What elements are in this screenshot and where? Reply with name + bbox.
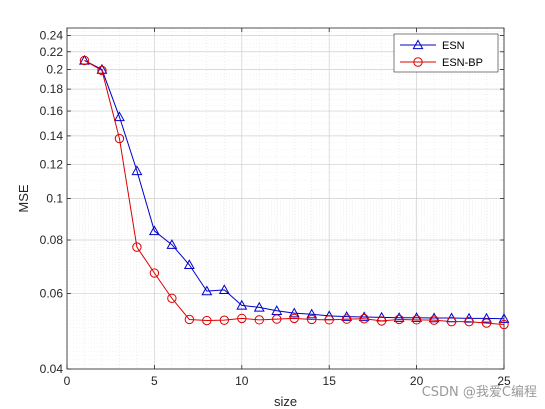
data-point bbox=[149, 268, 160, 278]
data-point bbox=[411, 315, 422, 325]
y-tick-label: 0.14 bbox=[40, 129, 64, 143]
y-axis-label: MSE bbox=[16, 184, 31, 213]
y-tick-label: 0.18 bbox=[40, 82, 64, 96]
data-point bbox=[79, 54, 90, 65]
y-tick-label: 0.2 bbox=[46, 63, 63, 77]
legend-label: ESN-BP bbox=[442, 57, 483, 69]
legend-label: ESN bbox=[442, 40, 465, 52]
data-point bbox=[464, 316, 474, 327]
x-axis-ticks: 0 5 10 15 20 25 bbox=[64, 28, 511, 388]
data-point bbox=[148, 225, 160, 236]
data-point bbox=[114, 133, 125, 144]
x-tick-label: 5 bbox=[151, 374, 158, 388]
data-point bbox=[481, 312, 492, 323]
data-point bbox=[446, 316, 457, 327]
series-group bbox=[79, 54, 510, 330]
data-point bbox=[358, 311, 370, 322]
data-point bbox=[97, 65, 107, 76]
data-point bbox=[341, 314, 352, 324]
series-line bbox=[84, 59, 505, 320]
data-point bbox=[253, 301, 265, 312]
data-point bbox=[237, 313, 247, 324]
x-tick-label: 10 bbox=[235, 374, 249, 388]
data-point bbox=[218, 284, 230, 295]
y-tick-label: 0.04 bbox=[40, 362, 64, 376]
data-point bbox=[219, 315, 230, 325]
data-point bbox=[113, 111, 125, 122]
data-point bbox=[166, 239, 178, 249]
x-tick-label: 0 bbox=[64, 374, 71, 388]
data-point bbox=[236, 299, 248, 310]
data-point bbox=[201, 285, 213, 296]
x-tick-label: 20 bbox=[410, 374, 424, 388]
series-line bbox=[84, 60, 505, 326]
data-point bbox=[429, 315, 439, 325]
legend: ESN ESN-BP bbox=[393, 33, 499, 73]
data-point bbox=[324, 315, 334, 325]
data-point bbox=[393, 312, 405, 322]
y-tick-label: 0.22 bbox=[40, 45, 64, 59]
data-point bbox=[288, 307, 300, 318]
data-point bbox=[183, 259, 195, 270]
legend-marker bbox=[412, 39, 424, 50]
y-tick-label: 0.12 bbox=[40, 158, 64, 172]
data-point bbox=[394, 314, 404, 325]
data-point bbox=[411, 312, 423, 322]
data-point bbox=[498, 313, 510, 323]
x-axis-label: size bbox=[274, 394, 297, 409]
data-point bbox=[254, 315, 264, 325]
data-point bbox=[289, 313, 299, 324]
y-tick-label: 0.08 bbox=[40, 233, 64, 247]
data-point bbox=[481, 318, 492, 328]
data-point bbox=[376, 316, 387, 326]
data-point bbox=[272, 314, 282, 324]
data-point bbox=[428, 312, 440, 323]
y-tick-label: 0.16 bbox=[40, 104, 64, 118]
series-esn-bp bbox=[79, 55, 509, 330]
x-tick-label: 25 bbox=[497, 374, 511, 388]
data-point bbox=[184, 314, 195, 325]
data-point bbox=[359, 314, 369, 324]
data-point bbox=[167, 293, 177, 303]
data-point bbox=[499, 319, 509, 330]
data-point bbox=[307, 314, 317, 325]
data-point bbox=[131, 165, 143, 176]
y-tick-label: 0.24 bbox=[40, 29, 64, 43]
watermark: CSDN @我爱C编程 bbox=[422, 385, 537, 400]
data-point bbox=[306, 308, 318, 319]
data-point bbox=[79, 55, 90, 66]
data-point bbox=[202, 315, 212, 326]
y-axis-ticks: 0.04 0.06 0.08 0.1 0.12 0.14 0.16 0.18 0.2 0.22 0.… bbox=[40, 29, 504, 376]
y-tick-label: 0.1 bbox=[46, 192, 63, 206]
data-point bbox=[341, 311, 353, 321]
y-tick-label: 0.06 bbox=[40, 287, 64, 301]
x-tick-label: 15 bbox=[323, 374, 337, 388]
legend-box bbox=[393, 33, 499, 73]
data-point bbox=[132, 242, 142, 252]
legend-marker bbox=[413, 57, 423, 67]
